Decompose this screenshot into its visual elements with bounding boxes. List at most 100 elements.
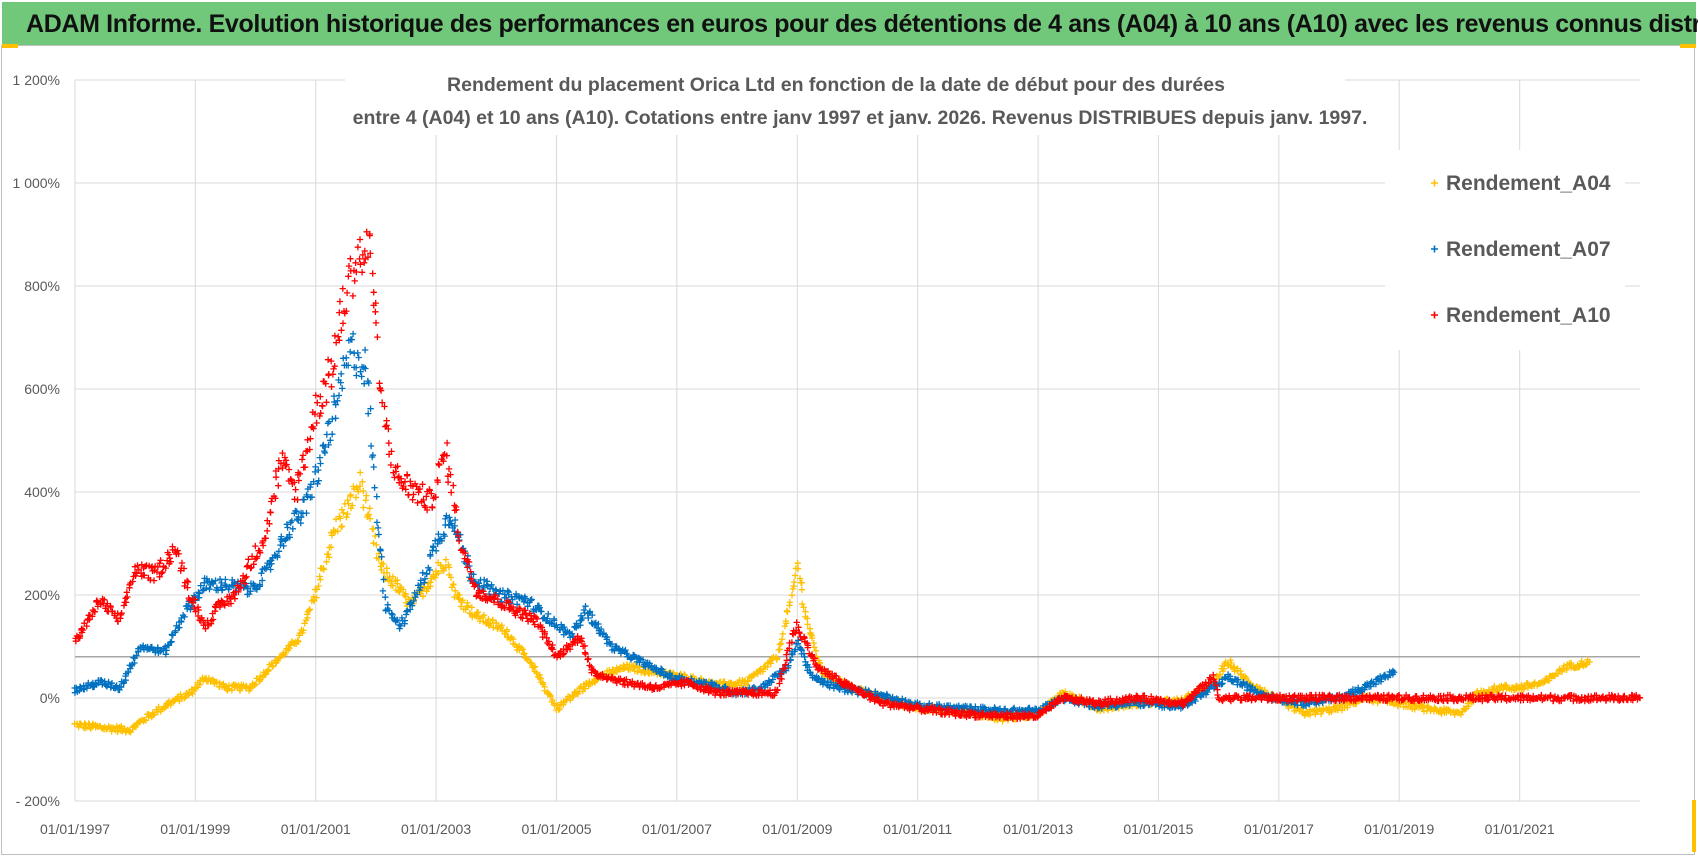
data-point bbox=[380, 560, 387, 568]
data-point bbox=[328, 532, 336, 539]
data-point bbox=[298, 456, 306, 463]
data-point bbox=[322, 443, 329, 451]
data-point bbox=[222, 576, 229, 583]
data-point bbox=[269, 663, 276, 670]
data-point bbox=[168, 638, 175, 645]
data-point bbox=[1344, 704, 1351, 711]
data-point bbox=[171, 629, 179, 636]
data-point bbox=[351, 277, 358, 285]
data-point bbox=[245, 590, 253, 598]
y-tick-label: 200% bbox=[24, 587, 60, 603]
data-point bbox=[498, 622, 505, 629]
data-point bbox=[536, 604, 543, 611]
corner-marker-tl bbox=[2, 44, 18, 48]
data-point bbox=[345, 500, 352, 507]
data-point bbox=[157, 648, 164, 655]
data-point bbox=[721, 684, 728, 691]
data-point bbox=[442, 556, 450, 563]
data-point bbox=[394, 580, 401, 587]
data-point bbox=[794, 565, 802, 572]
data-point bbox=[358, 269, 366, 276]
data-point bbox=[225, 685, 233, 692]
data-point bbox=[369, 270, 376, 277]
data-point bbox=[372, 319, 380, 327]
data-point bbox=[262, 671, 270, 678]
data-point bbox=[464, 602, 472, 609]
data-point bbox=[361, 346, 369, 354]
legend-label: Rendement_A10 bbox=[1446, 304, 1611, 327]
data-point bbox=[219, 586, 226, 593]
data-point bbox=[429, 503, 436, 511]
x-tick-label: 01/01/2015 bbox=[1123, 821, 1193, 837]
data-point bbox=[1496, 687, 1503, 694]
data-point bbox=[213, 678, 221, 686]
data-point bbox=[151, 711, 158, 718]
data-point bbox=[504, 587, 511, 595]
data-point bbox=[767, 660, 774, 667]
data-point bbox=[798, 586, 806, 593]
data-point bbox=[373, 541, 380, 549]
data-point bbox=[102, 682, 109, 689]
data-point bbox=[403, 611, 410, 618]
data-point bbox=[374, 524, 382, 532]
data-point bbox=[623, 650, 630, 657]
data-point bbox=[286, 645, 293, 652]
data-point bbox=[338, 523, 345, 531]
data-point bbox=[608, 640, 616, 648]
data-point bbox=[373, 493, 380, 500]
data-point bbox=[419, 569, 426, 576]
y-tick-label: 800% bbox=[24, 278, 60, 294]
data-point bbox=[1306, 711, 1314, 719]
data-point bbox=[597, 625, 605, 633]
chart-frame bbox=[1, 45, 1695, 855]
data-point bbox=[256, 583, 264, 590]
data-point bbox=[184, 578, 192, 586]
data-point bbox=[400, 586, 407, 593]
data-point bbox=[1216, 671, 1223, 678]
data-point bbox=[338, 327, 345, 334]
data-point bbox=[159, 569, 166, 576]
data-point bbox=[812, 647, 820, 654]
data-point bbox=[801, 653, 808, 661]
data-point bbox=[410, 597, 417, 605]
data-point bbox=[785, 662, 792, 669]
data-point bbox=[432, 547, 440, 554]
data-point bbox=[334, 528, 341, 535]
data-point bbox=[267, 509, 274, 516]
data-point bbox=[537, 675, 544, 682]
data-point bbox=[366, 515, 374, 522]
data-point bbox=[280, 542, 287, 550]
data-point bbox=[319, 402, 326, 410]
data-point bbox=[353, 372, 360, 379]
data-point bbox=[427, 551, 434, 558]
data-point bbox=[1192, 697, 1199, 705]
data-point bbox=[358, 373, 365, 380]
data-point bbox=[181, 695, 188, 702]
data-point bbox=[354, 349, 361, 357]
data-point bbox=[773, 656, 780, 663]
data-point bbox=[1578, 657, 1585, 665]
data-point bbox=[455, 595, 462, 602]
data-point bbox=[404, 607, 411, 614]
data-point bbox=[336, 309, 343, 316]
data-point bbox=[344, 510, 351, 518]
data-point bbox=[150, 577, 158, 584]
data-point bbox=[272, 474, 280, 481]
data-point bbox=[444, 479, 452, 486]
data-point bbox=[332, 401, 339, 408]
data-point bbox=[323, 558, 330, 565]
data-point bbox=[784, 608, 791, 616]
data-point bbox=[247, 588, 254, 595]
data-point bbox=[347, 492, 354, 500]
data-point bbox=[604, 634, 611, 641]
data-point bbox=[283, 521, 291, 528]
data-point bbox=[356, 482, 364, 490]
data-point bbox=[157, 557, 164, 564]
data-point bbox=[190, 592, 198, 599]
data-point bbox=[437, 562, 445, 569]
data-point bbox=[315, 582, 322, 590]
data-point bbox=[286, 531, 293, 538]
data-point bbox=[1010, 705, 1017, 713]
data-point bbox=[335, 392, 343, 399]
data-point bbox=[804, 621, 811, 628]
